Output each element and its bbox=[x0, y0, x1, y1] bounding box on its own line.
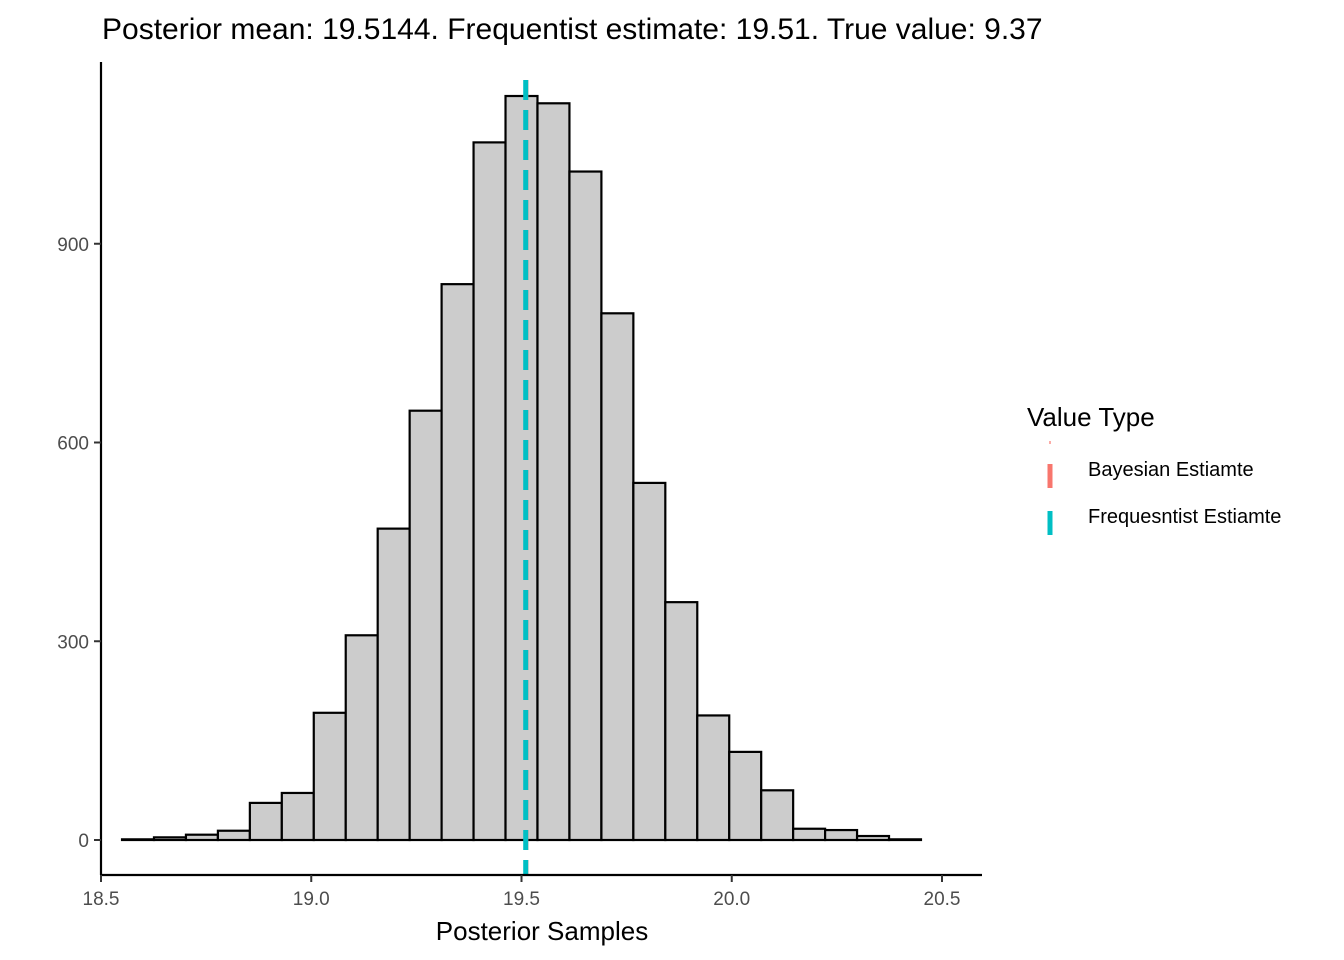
legend: Value Type Bayesian Estiamte Frequesntist… bbox=[1027, 402, 1281, 535]
histogram-bars bbox=[120, 94, 923, 842]
histogram-bar bbox=[887, 838, 923, 842]
x-tick-label: 20.0 bbox=[713, 889, 750, 910]
y-tick-label: 0 bbox=[78, 831, 89, 852]
x-tick-label: 20.5 bbox=[924, 889, 961, 910]
histogram-bar bbox=[472, 141, 507, 842]
histogram-bar bbox=[600, 312, 635, 842]
histogram-bar bbox=[696, 714, 731, 842]
histogram-bar bbox=[568, 170, 603, 842]
legend-items: Bayesian Estiamte Frequesntist Estiamte bbox=[1047, 441, 1281, 535]
histogram-bar bbox=[152, 836, 188, 842]
legend-label-bayesian: Bayesian Estiamte bbox=[1088, 459, 1254, 481]
x-tick-label: 19.5 bbox=[503, 889, 540, 910]
legend-label-frequentist: Frequesntist Estiamte bbox=[1088, 506, 1281, 528]
histogram-bar bbox=[280, 791, 315, 842]
y-tick-label: 300 bbox=[57, 632, 89, 653]
histogram-bar bbox=[664, 601, 699, 842]
histogram-bar bbox=[536, 102, 571, 842]
y-axis-ticks: 0 300 600 900 bbox=[57, 235, 101, 852]
y-tick-label: 900 bbox=[57, 235, 89, 256]
histogram-bar bbox=[376, 527, 411, 842]
histogram-bar bbox=[728, 750, 763, 842]
histogram-bar bbox=[855, 834, 891, 842]
histogram-bar bbox=[120, 838, 156, 842]
x-axis-title: Posterior Samples bbox=[436, 916, 648, 946]
histogram-bar bbox=[440, 283, 475, 842]
y-tick-label: 600 bbox=[57, 434, 89, 455]
histogram-bar bbox=[504, 94, 539, 842]
histogram-bar bbox=[184, 833, 220, 842]
x-axis-ticks: 18.5 19.0 19.5 20.0 20.5 bbox=[83, 875, 961, 910]
histogram-bar bbox=[632, 481, 667, 842]
histogram-bar bbox=[408, 409, 443, 842]
estimate-lines bbox=[523, 80, 529, 875]
chart-title: Posterior mean: 19.5144. Frequentist est… bbox=[102, 13, 1043, 46]
legend-title: Value Type bbox=[1027, 402, 1155, 432]
histogram-bar bbox=[216, 829, 251, 842]
x-tick-label: 18.5 bbox=[83, 889, 120, 910]
x-tick-label: 19.0 bbox=[293, 889, 330, 910]
histogram-bar bbox=[312, 711, 347, 842]
histogram-bar bbox=[760, 789, 795, 842]
histogram-bar bbox=[792, 827, 827, 842]
histogram-bar bbox=[248, 801, 283, 842]
histogram-bar bbox=[344, 634, 379, 842]
histogram-bar bbox=[823, 828, 859, 842]
